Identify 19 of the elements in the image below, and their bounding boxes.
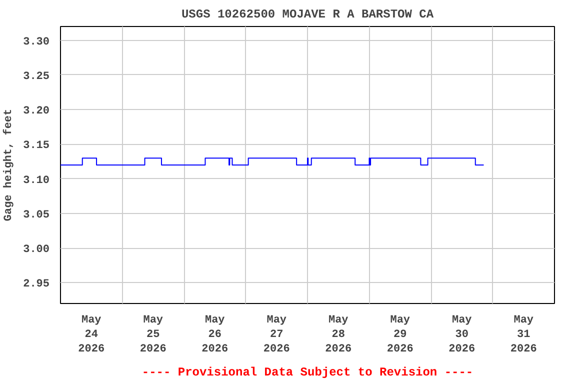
x-tick-label: May 27 2026 — [263, 314, 290, 356]
x-tick-label: May 25 2026 — [140, 314, 166, 356]
y-tick-label: 3.10 — [23, 174, 50, 187]
y-tick-label: 3.20 — [23, 106, 50, 118]
y-tick-label: 3.05 — [23, 209, 50, 222]
x-tick-label: May 29 2026 — [386, 314, 414, 356]
y-tick-label: 2.95 — [23, 278, 50, 291]
y-tick-label: 3.00 — [23, 244, 50, 256]
y-tick-label: 3.15 — [23, 140, 50, 152]
y-tick-label: 3.30 — [23, 36, 50, 48]
text: ---- Provisional Data Subject to Revision ---- — [142, 366, 474, 380]
x-tick-label: May 28 2026 — [325, 314, 352, 356]
x-tick-label: May 24 2026 — [78, 314, 105, 356]
x-tick-label: May 30 2026 — [448, 314, 476, 356]
y-tick-label: 3.25 — [23, 70, 50, 83]
chart-title: USGS 10262500 MOJAVE R A BARSTOW CA — [181, 8, 434, 22]
x-tick-label: May 26 2026 — [202, 314, 228, 356]
x-tick-label: May 31 2026 — [510, 314, 537, 356]
y-axis-title: Gage height, feet — [2, 108, 16, 222]
